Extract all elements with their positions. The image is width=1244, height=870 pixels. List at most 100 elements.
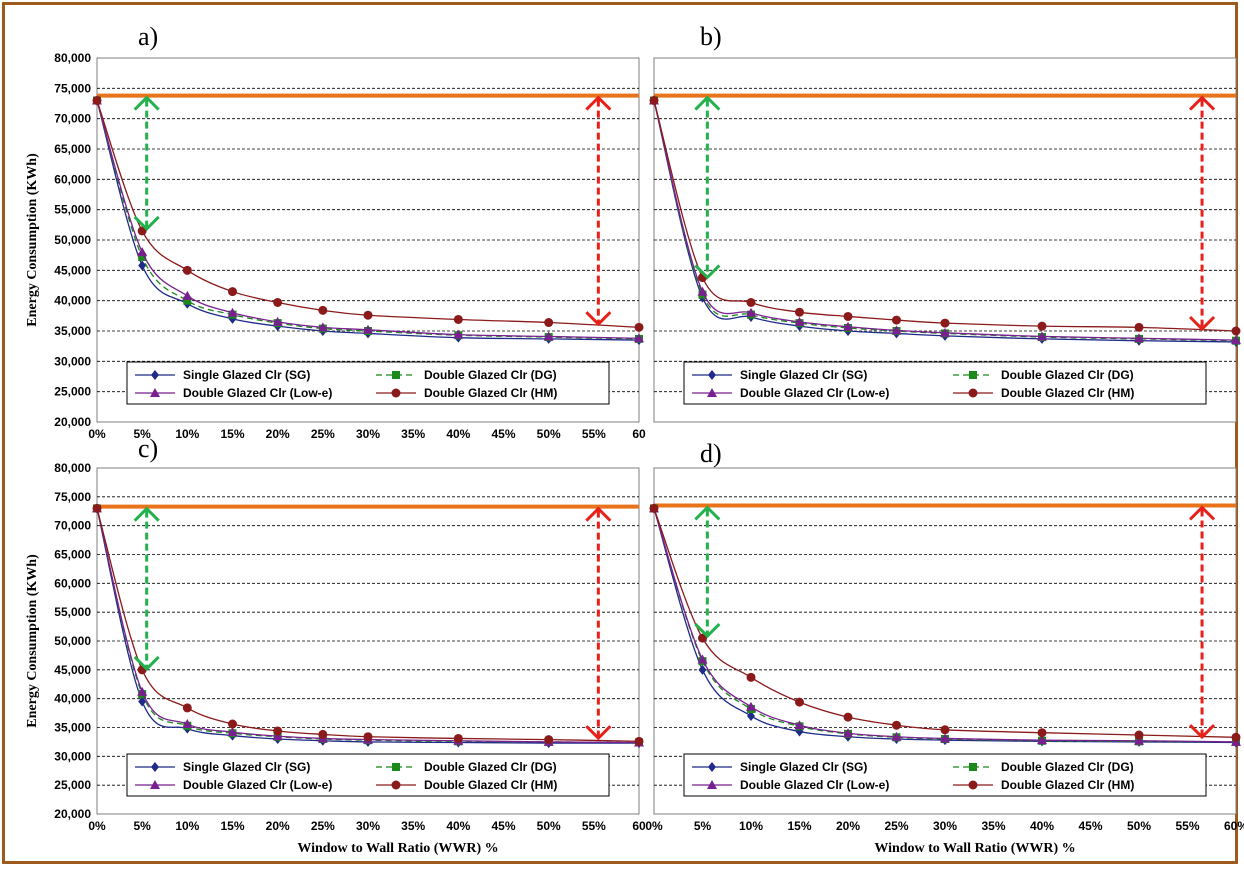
legend-entry: Double Glazed Clr (Low-e) xyxy=(740,386,889,400)
x-tick-label: 35% xyxy=(401,819,425,833)
y-tick-label: 80,000 xyxy=(54,461,91,475)
legend-entry: Double Glazed Clr (DG) xyxy=(424,368,557,382)
data-point-s4 xyxy=(228,719,237,729)
legend-entry: Double Glazed Clr (DG) xyxy=(1001,368,1134,382)
y-tick-label: 80,000 xyxy=(54,51,91,65)
y-tick-label: 70,000 xyxy=(54,112,91,126)
y-tick-label: 50,000 xyxy=(54,634,91,648)
data-point-s4 xyxy=(843,311,853,321)
x-tick-label: 20% xyxy=(266,819,290,833)
data-point-s3 xyxy=(227,307,238,317)
data-point-s3 xyxy=(543,331,554,341)
legend-entry: Double Glazed Clr (Low-e) xyxy=(740,778,889,792)
y-tick-label: 35,000 xyxy=(54,324,91,338)
data-point-s2 xyxy=(138,252,147,261)
data-point-s1 xyxy=(138,696,147,707)
data-point-s4 xyxy=(1231,326,1241,336)
data-point-s4 xyxy=(228,287,237,297)
data-point-s4 xyxy=(746,672,756,682)
y-tick-label: 55,000 xyxy=(54,605,91,619)
green-double-arrow xyxy=(133,506,160,672)
y-tick-label: 75,000 xyxy=(54,81,91,95)
y-tick-label: 20,000 xyxy=(54,807,91,821)
data-point-s3 xyxy=(697,286,708,296)
legend-entry: Double Glazed Clr (HM) xyxy=(424,778,557,792)
legend: Single Glazed Clr (SG) Double Glazed Clr … xyxy=(683,361,1207,405)
x-tick-label: 40% xyxy=(446,819,470,833)
data-point-s4 xyxy=(182,265,192,275)
data-point-s3 xyxy=(453,329,464,339)
y-tick-label: 65,000 xyxy=(54,142,91,156)
data-point-s4 xyxy=(363,732,373,742)
data-point-s4 xyxy=(698,633,707,643)
data-point-s3 xyxy=(1037,735,1047,745)
series-line-4 xyxy=(96,100,640,329)
data-point-s3 xyxy=(891,325,902,335)
x-tick-label: 25% xyxy=(311,819,335,833)
x-tick-label: 35% xyxy=(401,427,425,441)
y-tick-label: 25,000 xyxy=(54,385,91,399)
data-point-s4 xyxy=(1037,728,1047,738)
green-double-arrow xyxy=(694,505,721,639)
data-point-s3 xyxy=(272,731,283,741)
data-point-s1 xyxy=(747,710,755,721)
red-double-arrow xyxy=(1188,505,1216,740)
y-tick-label: 55,000 xyxy=(54,203,91,217)
y-tick-label: 20,000 xyxy=(54,415,91,429)
data-point-s4 xyxy=(634,736,644,746)
y-tick-label: 45,000 xyxy=(54,263,91,277)
x-tick-label: 15% xyxy=(787,819,811,833)
data-point-s4 xyxy=(795,307,804,317)
data-point-s3 xyxy=(272,316,283,326)
data-point-s3 xyxy=(843,728,853,738)
legend-entry: Double Glazed Clr (Low-e) xyxy=(183,386,332,400)
x-tick-label: 15% xyxy=(220,427,244,441)
data-point-s4 xyxy=(318,729,328,739)
x-tick-label: 0% xyxy=(88,427,106,441)
y-tick-label: 30,000 xyxy=(54,354,91,368)
x-tick-label: 55% xyxy=(1175,819,1199,833)
data-point-s4 xyxy=(843,712,853,722)
legend-entry: Double Glazed Clr (DG) xyxy=(424,760,557,774)
chart-panel-3: c) 20,000 25,000 30,000 35,000 40,000 45,000 50… xyxy=(25,434,646,856)
data-point-s3 xyxy=(940,327,950,337)
green-double-arrow xyxy=(133,95,160,232)
series-line-4 xyxy=(96,508,640,742)
y-tick-label: 30,000 xyxy=(54,749,91,763)
y-tick-label: 75,000 xyxy=(54,490,91,504)
legend-entry: Single Glazed Clr (SG) xyxy=(183,760,310,774)
legend-entry: Single Glazed Clr (SG) xyxy=(183,368,310,382)
x-tick-label: 55% xyxy=(582,427,606,441)
x-tick-label: 15% xyxy=(220,819,244,833)
y-tick-label: 50,000 xyxy=(54,233,91,247)
data-point-s4 xyxy=(892,720,901,730)
y-tick-label: 70,000 xyxy=(54,519,91,533)
legend-entry: Double Glazed Clr (DG) xyxy=(1001,760,1134,774)
y-tick-label: 60,000 xyxy=(54,172,91,186)
x-tick-label: 20% xyxy=(836,819,860,833)
legend-entry: Double Glazed Clr (HM) xyxy=(1001,778,1134,792)
x-tick-label: 20% xyxy=(266,427,290,441)
green-double-arrow xyxy=(694,95,721,280)
series-line-3 xyxy=(653,508,1237,743)
data-point-s3 xyxy=(843,321,853,331)
data-point-s3 xyxy=(363,324,373,334)
x-axis-title: Window to Wall Ratio (WWR) % xyxy=(297,841,498,856)
data-point-s4 xyxy=(1037,321,1047,331)
y-axis-title: Energy Consumption (KWh) xyxy=(25,153,40,327)
data-point-s4 xyxy=(453,733,463,743)
x-tick-label: 5% xyxy=(694,819,712,833)
data-point-s4 xyxy=(363,310,373,320)
data-point-s4 xyxy=(1134,730,1144,740)
x-tick-label: 45% xyxy=(1078,819,1102,833)
legend-entry: Double Glazed Clr (Low-e) xyxy=(183,778,332,792)
data-point-s3 xyxy=(697,654,708,664)
panel-label: b) xyxy=(700,22,722,51)
y-tick-label: 40,000 xyxy=(54,294,91,308)
data-point-s4 xyxy=(940,725,950,735)
data-point-s4 xyxy=(634,322,644,332)
y-axis-title: Energy Consumption (KWh) xyxy=(25,554,40,728)
data-point-s4 xyxy=(649,95,659,105)
legend-entry: Double Glazed Clr (HM) xyxy=(1001,386,1134,400)
chart-panel-2: b) Single Glazed Clr (SG) Double Glazed Cl… xyxy=(649,22,1241,423)
